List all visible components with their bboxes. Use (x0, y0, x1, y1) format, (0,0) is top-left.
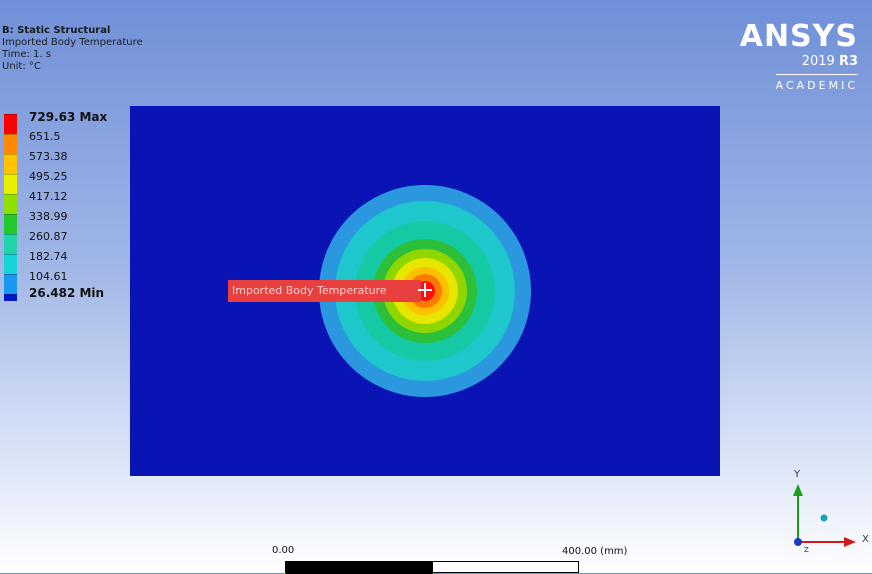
probe-crosshair-icon[interactable] (418, 283, 432, 297)
triad-z-label: Z (804, 546, 809, 554)
result-unit: Unit: °C (2, 61, 41, 72)
scale-label-end: 400.00 (mm) (562, 546, 628, 557)
scale-bar-segment (286, 562, 433, 574)
legend-label: 729.63 Max (29, 110, 108, 124)
probe-annotation-label[interactable]: Imported Body Temperature (228, 280, 421, 302)
legend-label-min: 26.482 Min (29, 286, 105, 300)
triad-y-label: Y (794, 469, 801, 480)
ansys-edition: ACADEMIC (775, 79, 858, 92)
legend-swatch (4, 234, 17, 254)
axis-triad[interactable]: Y X Z (780, 466, 872, 566)
result-name: Imported Body Temperature (2, 37, 143, 48)
legend-label: 417.12 (29, 190, 68, 203)
legend-swatch (4, 214, 17, 234)
result-header: B: Static Structural Imported Body Tempe… (2, 25, 143, 73)
result-time: Time: 1. s (2, 49, 51, 60)
triad-arrows-icon (793, 484, 856, 547)
scale-bar (285, 561, 579, 574)
legend-label: 104.61 (29, 270, 68, 283)
triad-x-label: X (862, 534, 869, 545)
legend-swatch (4, 174, 17, 194)
logo-divider (775, 74, 858, 75)
scale-label-start: 0.00 (272, 545, 295, 556)
ansys-version: 2019 R3 (740, 54, 858, 70)
ansys-brand: ANSYS (739, 19, 858, 54)
legend-label: 182.74 (29, 250, 68, 263)
legend-label: 651.5 (29, 130, 61, 143)
legend-label: 260.87 (29, 230, 68, 243)
legend-swatch (4, 114, 17, 134)
legend-label: 573.38 (29, 150, 68, 163)
legend-swatch (4, 274, 17, 294)
legend-label: 495.25 (29, 170, 68, 183)
legend-swatch (4, 194, 17, 214)
ansys-logo: ANSYS 2019 R3 ACADEMIC (740, 22, 858, 92)
legend-swatch (4, 134, 17, 154)
version-year: 2019 (801, 54, 835, 69)
version-release: R3 (838, 54, 858, 69)
legend-swatch (4, 294, 17, 301)
legend-label: 338.99 (29, 210, 68, 223)
legend-swatch (4, 254, 17, 274)
legend-swatch (4, 154, 17, 174)
analysis-title: B: Static Structural (2, 25, 111, 36)
